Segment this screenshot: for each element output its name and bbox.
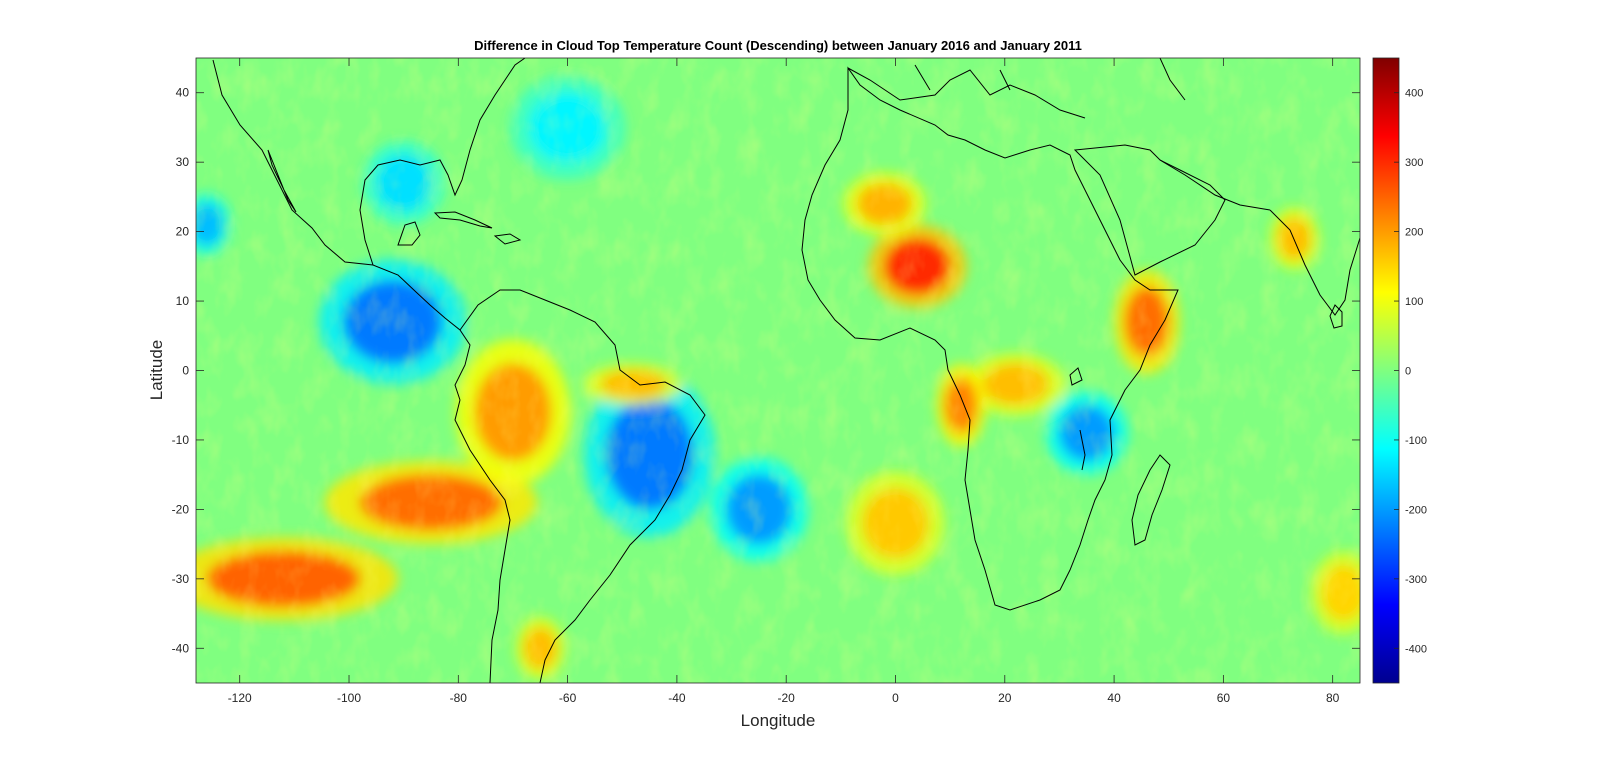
coastline-lake-malawi	[1079, 429, 1086, 471]
coastline-hispaniola	[493, 233, 522, 245]
y-tick-label: -40	[172, 641, 190, 655]
coastline-sri-lanka	[1329, 304, 1343, 329]
coastline-africa	[801, 66, 1179, 611]
colorbar-tick-label: -200	[1405, 504, 1427, 516]
colorbar-tick-label: -300	[1405, 574, 1427, 586]
coastline-mediterranean	[847, 64, 1086, 119]
heatmap-plot-area	[196, 58, 1360, 683]
x-tick-label: -100	[337, 691, 361, 705]
coastlines	[212, 58, 1360, 683]
coastline-lake-victoria	[1069, 367, 1083, 386]
coastline-yucatan	[397, 221, 421, 246]
colorbar-tick-label: 200	[1405, 227, 1423, 239]
coastline-persian-gulf	[1159, 58, 1271, 211]
y-tick-label: -30	[172, 572, 190, 586]
x-tick-label: -60	[559, 691, 577, 705]
chart-title: Difference in Cloud Top Temperature Coun…	[474, 38, 1082, 53]
y-tick-label: -20	[172, 502, 190, 516]
colorbar-tick-label: -100	[1405, 435, 1427, 447]
y-tick-label: 10	[176, 294, 190, 308]
x-tick-label: 0	[892, 691, 899, 705]
coastline-south-america-west	[454, 399, 511, 683]
coastline-madagascar	[1131, 454, 1171, 546]
coastline-arabia	[1073, 144, 1226, 276]
colorbar: 400 300 200 100 0 -100 -200 -300 -400	[1372, 57, 1427, 684]
x-tick-label: 80	[1326, 691, 1340, 705]
x-tick-label: 40	[1107, 691, 1121, 705]
x-tick-label: -120	[228, 691, 252, 705]
y-tick-label: 20	[176, 225, 190, 239]
x-tick-label: -40	[668, 691, 686, 705]
x-axis-label: Longitude	[741, 711, 816, 730]
coastline-cuba	[433, 211, 493, 229]
colorbar-tick-label: 400	[1405, 88, 1423, 100]
coastline-india	[1269, 209, 1360, 316]
colorbar-tick-label: -400	[1405, 643, 1427, 655]
colorbar-tick-label: 0	[1405, 366, 1411, 378]
y-tick-label: 40	[176, 86, 190, 100]
x-axis: -120 -100 -80 -60 -40 -20 0 20 40 60 80	[228, 58, 1340, 705]
coastline-baja	[267, 149, 297, 213]
colorbar-tick-label: 300	[1405, 157, 1423, 169]
y-tick-label: -10	[172, 433, 190, 447]
x-tick-label: 20	[998, 691, 1012, 705]
y-tick-label: 30	[176, 155, 190, 169]
heatmap-texture	[196, 58, 1360, 683]
colorbar-ticks: 400 300 200 100 0 -100 -200 -300 -400	[1394, 88, 1427, 655]
y-axis-label: Latitude	[147, 340, 166, 401]
colorbar-tick-label: 100	[1405, 296, 1423, 308]
coastline-gulf-mexico	[359, 58, 526, 266]
y-tick-label: 0	[182, 364, 189, 378]
x-tick-label: -80	[450, 691, 468, 705]
coastline-south-america	[459, 289, 706, 683]
x-tick-label: -20	[778, 691, 796, 705]
x-tick-label: 60	[1217, 691, 1231, 705]
y-axis: 40 30 20 10 0 -10 -20 -30 -40	[172, 86, 1360, 655]
